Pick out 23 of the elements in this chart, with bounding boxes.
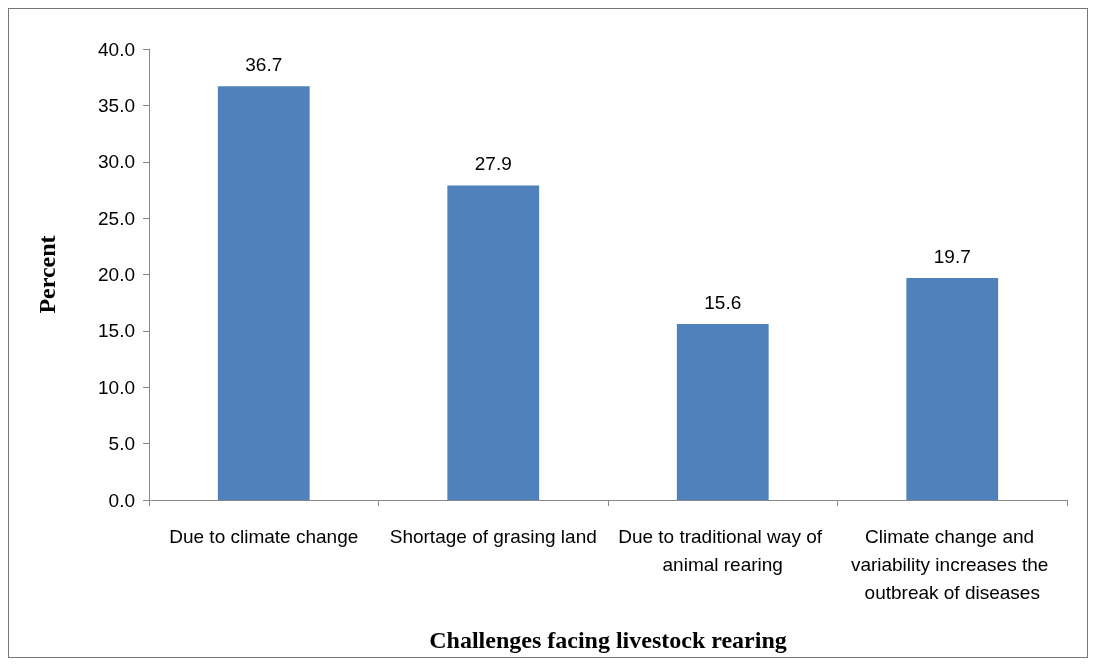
- y-axis-title: Percent: [34, 235, 60, 314]
- bar: [906, 277, 999, 500]
- x-axis-title: Challenges facing livestock rearing: [429, 627, 787, 653]
- bar: [447, 185, 540, 500]
- data-label: 15.6: [704, 292, 742, 314]
- y-tick-label: 0.0: [108, 489, 135, 511]
- bar: [676, 324, 769, 500]
- y-tick-label: 40.0: [98, 38, 135, 60]
- y-tick-label: 5.0: [108, 433, 135, 455]
- x-tick-label: Due to climate change: [169, 525, 359, 547]
- y-tick-label: 20.0: [98, 264, 135, 285]
- y-tick-label: 10.0: [98, 376, 135, 398]
- y-tick-label: 35.0: [98, 94, 135, 116]
- y-tick-label: 30.0: [98, 151, 135, 173]
- data-label: 27.9: [474, 153, 512, 175]
- y-tick-label: 15.0: [98, 320, 135, 342]
- x-tick-label: Climate change and variability increases the outbreak of diseases: [850, 525, 1054, 603]
- y-tick-label: 25.0: [98, 207, 135, 229]
- data-label: 19.7: [933, 245, 971, 267]
- bar: [217, 86, 310, 500]
- data-label: 36.7: [245, 54, 283, 76]
- x-tick-label: Shortage of grasing land: [389, 525, 597, 547]
- x-tick-label: Due to traditional way of animal rearing: [618, 525, 828, 575]
